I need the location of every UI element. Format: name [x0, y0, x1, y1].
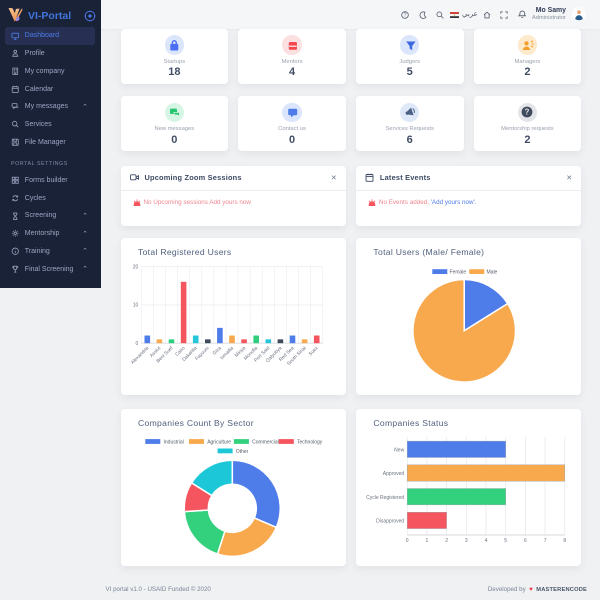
svg-text:Industrial: Industrial: [163, 439, 183, 445]
svg-text:Suez: Suez: [307, 345, 319, 357]
svg-text:Technology: Technology: [297, 439, 323, 445]
svg-text:Approved: Approved: [383, 471, 405, 477]
svg-text:New: New: [394, 447, 404, 453]
svg-text:5: 5: [504, 538, 507, 544]
svg-text:Alexandria: Alexandria: [129, 345, 150, 366]
svg-text:1: 1: [425, 538, 428, 544]
svg-text:4: 4: [485, 538, 488, 544]
svg-text:Other: Other: [235, 449, 248, 455]
svg-text:?: ?: [525, 108, 530, 117]
svg-text:?: ?: [403, 12, 406, 18]
svg-text:20: 20: [132, 265, 138, 271]
svg-text:Female: Female: [449, 270, 466, 276]
svg-text:8: 8: [563, 538, 566, 544]
svg-text:Male: Male: [486, 270, 497, 276]
svg-text:7: 7: [544, 538, 547, 544]
svg-text:Agriculture: Agriculture: [207, 439, 231, 445]
svg-text:Cycle Registered: Cycle Registered: [366, 495, 404, 501]
svg-text:2: 2: [445, 538, 448, 544]
svg-text:0: 0: [406, 538, 409, 544]
svg-text:3: 3: [465, 538, 468, 544]
svg-text:0: 0: [135, 341, 138, 347]
svg-text:Ismailia: Ismailia: [219, 345, 235, 361]
svg-text:6: 6: [524, 538, 527, 544]
svg-text:Giza: Giza: [211, 345, 222, 356]
svg-text:10: 10: [132, 303, 138, 309]
svg-text:Disapproved: Disapproved: [376, 518, 404, 524]
svg-text:Commercial: Commercial: [252, 439, 279, 445]
